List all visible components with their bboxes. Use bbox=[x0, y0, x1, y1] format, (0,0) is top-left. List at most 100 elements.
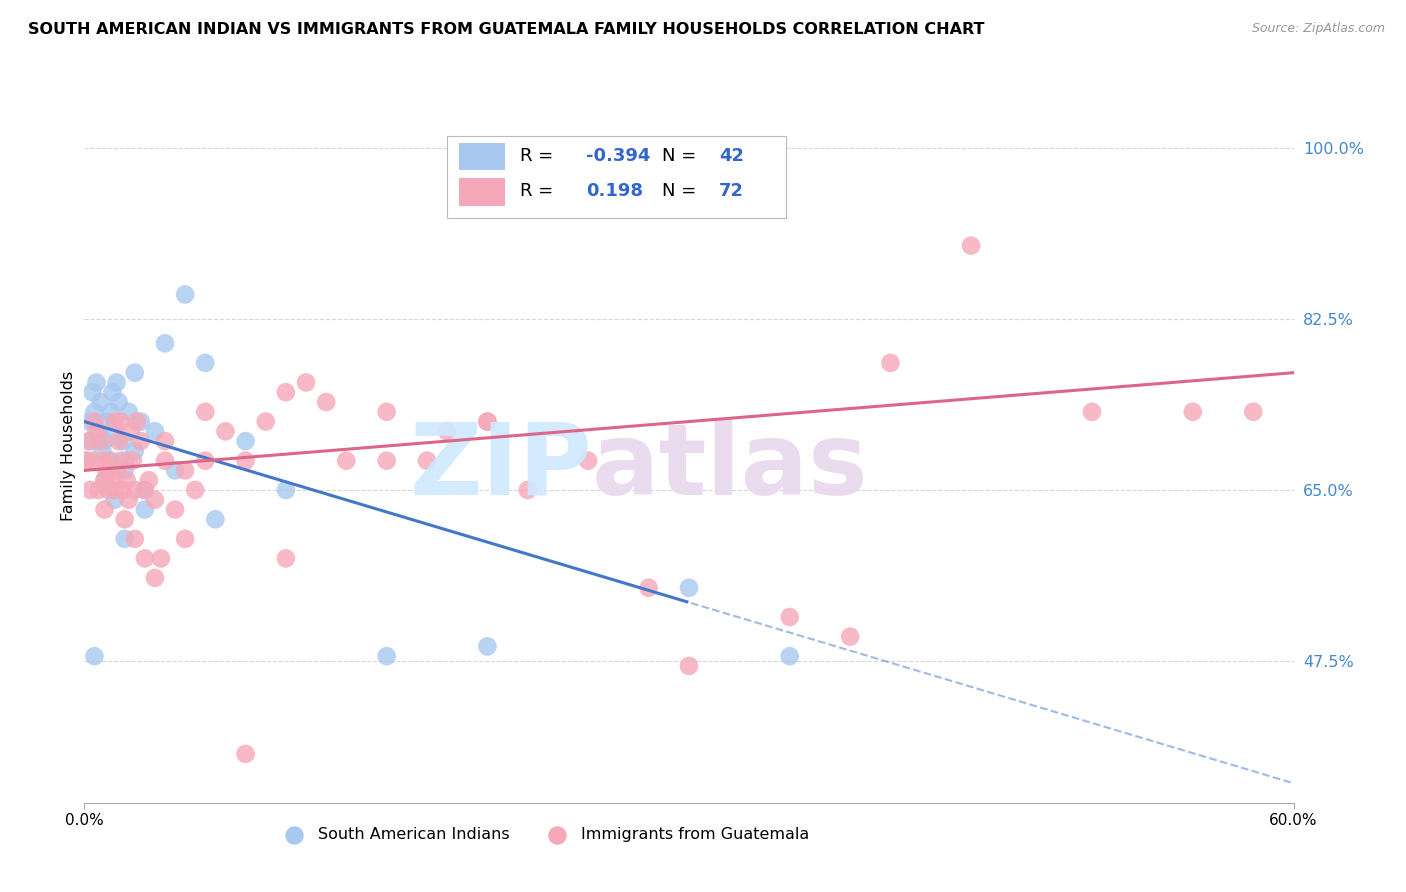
Text: 72: 72 bbox=[720, 182, 744, 200]
Point bbox=[416, 453, 439, 467]
Point bbox=[165, 463, 187, 477]
Point bbox=[375, 649, 398, 664]
Point bbox=[134, 551, 156, 566]
Point bbox=[516, 483, 538, 497]
Point bbox=[375, 453, 398, 467]
Point bbox=[107, 395, 129, 409]
Point bbox=[143, 425, 166, 439]
Point bbox=[779, 649, 801, 664]
Point bbox=[93, 473, 115, 487]
Point bbox=[75, 453, 97, 467]
Point bbox=[104, 483, 127, 497]
Legend: South American Indians, Immigrants from Guatemala: South American Indians, Immigrants from … bbox=[271, 821, 815, 848]
Point bbox=[960, 238, 983, 252]
Point bbox=[86, 376, 108, 390]
Point bbox=[235, 453, 257, 467]
Point bbox=[637, 581, 659, 595]
Point bbox=[214, 425, 236, 439]
Point bbox=[83, 415, 105, 429]
Point bbox=[194, 453, 217, 467]
Text: R =: R = bbox=[520, 182, 558, 200]
Point bbox=[118, 405, 141, 419]
Text: Source: ZipAtlas.com: Source: ZipAtlas.com bbox=[1251, 22, 1385, 36]
Point bbox=[124, 366, 146, 380]
Point bbox=[101, 473, 124, 487]
Text: R =: R = bbox=[520, 146, 558, 164]
Point bbox=[101, 385, 124, 400]
Text: 0.198: 0.198 bbox=[586, 182, 643, 200]
Point bbox=[96, 463, 118, 477]
Point bbox=[274, 483, 297, 497]
Point bbox=[79, 434, 101, 449]
Point bbox=[174, 463, 197, 477]
Point bbox=[114, 453, 136, 467]
Point bbox=[87, 483, 110, 497]
Point bbox=[839, 630, 862, 644]
Point bbox=[153, 453, 176, 467]
Point bbox=[375, 405, 398, 419]
Point bbox=[77, 415, 100, 429]
Point bbox=[105, 463, 128, 477]
Point bbox=[105, 376, 128, 390]
Point bbox=[79, 483, 101, 497]
Point bbox=[124, 443, 146, 458]
Point bbox=[82, 385, 104, 400]
Point bbox=[134, 483, 156, 497]
Point bbox=[89, 434, 111, 449]
Point bbox=[879, 356, 901, 370]
FancyBboxPatch shape bbox=[447, 136, 786, 218]
Point bbox=[184, 483, 207, 497]
Point bbox=[235, 747, 257, 761]
Point bbox=[274, 551, 297, 566]
Point bbox=[93, 502, 115, 516]
Point bbox=[143, 492, 166, 507]
Point bbox=[110, 415, 132, 429]
Point bbox=[114, 512, 136, 526]
Point bbox=[83, 405, 105, 419]
Point bbox=[93, 473, 115, 487]
Point bbox=[75, 453, 97, 467]
Point bbox=[335, 453, 357, 467]
Point bbox=[153, 434, 176, 449]
Point bbox=[477, 415, 499, 429]
Point bbox=[1181, 405, 1204, 419]
Point bbox=[97, 453, 120, 467]
Point bbox=[174, 287, 197, 301]
Point bbox=[477, 640, 499, 654]
Text: -0.394: -0.394 bbox=[586, 146, 651, 164]
Point bbox=[1081, 405, 1104, 419]
Point bbox=[134, 483, 156, 497]
Point bbox=[107, 434, 129, 449]
Text: N =: N = bbox=[662, 146, 703, 164]
Point bbox=[143, 571, 166, 585]
Point bbox=[678, 581, 700, 595]
Text: ZIP: ZIP bbox=[409, 419, 592, 516]
Point bbox=[121, 453, 143, 467]
Y-axis label: Family Households: Family Households bbox=[60, 371, 76, 521]
Point bbox=[254, 415, 277, 429]
Point bbox=[110, 453, 132, 467]
Point bbox=[138, 473, 160, 487]
Point bbox=[204, 512, 226, 526]
Point bbox=[576, 453, 599, 467]
Point bbox=[77, 434, 100, 449]
Point bbox=[165, 502, 187, 516]
Point bbox=[129, 434, 152, 449]
Text: SOUTH AMERICAN INDIAN VS IMMIGRANTS FROM GUATEMALA FAMILY HOUSEHOLDS CORRELATION: SOUTH AMERICAN INDIAN VS IMMIGRANTS FROM… bbox=[28, 22, 984, 37]
Point bbox=[104, 492, 127, 507]
Bar bbox=[460, 143, 505, 169]
Point bbox=[779, 610, 801, 624]
Point bbox=[104, 415, 127, 429]
Point bbox=[111, 483, 134, 497]
Point bbox=[114, 532, 136, 546]
Point bbox=[194, 356, 217, 370]
Point bbox=[315, 395, 337, 409]
Point bbox=[82, 453, 104, 467]
Point bbox=[91, 443, 114, 458]
Point bbox=[104, 425, 127, 439]
Point bbox=[124, 483, 146, 497]
Point bbox=[97, 483, 120, 497]
Text: atlas: atlas bbox=[592, 419, 869, 516]
Point bbox=[194, 405, 217, 419]
Point bbox=[477, 415, 499, 429]
